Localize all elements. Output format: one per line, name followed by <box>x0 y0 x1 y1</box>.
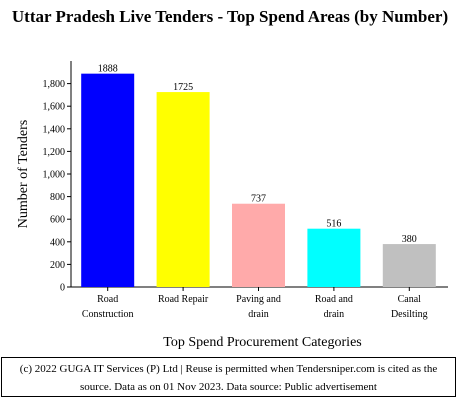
bar-value-label: 737 <box>251 194 266 205</box>
copyright-footer: (c) 2022 GUGA IT Services (P) Ltd | Reus… <box>1 357 456 397</box>
bar-value-label: 380 <box>402 234 417 245</box>
y-tick-label: 600 <box>50 215 65 226</box>
bar-chart: 0 200 400 600 800 1,000 1,200 1,400 1,600 1,800 Nu… <box>16 61 448 350</box>
y-tick-label: 1,000 <box>43 170 66 181</box>
bar <box>81 73 135 287</box>
x-tick-label: drain <box>248 309 269 320</box>
x-tick-label: Paving and <box>236 294 281 305</box>
y-axis-label: Number of Tenders <box>16 120 31 228</box>
bar <box>307 228 361 287</box>
bar <box>232 203 285 287</box>
x-tick-label: Canal <box>398 294 422 305</box>
bar-value-label: 516 <box>326 219 341 230</box>
x-tick-label: Road and <box>315 294 353 305</box>
y-tick-label: 1,800 <box>43 79 66 90</box>
y-tick-label: 400 <box>50 237 65 248</box>
x-tick-label: Construction <box>82 309 134 320</box>
chart-title: Uttar Pradesh Live Tenders - Top Spend A… <box>11 7 449 26</box>
y-tick-label: 1,600 <box>43 102 66 113</box>
footer-line-1: (c) 2022 GUGA IT Services (P) Ltd | Reus… <box>19 363 438 375</box>
bar-value-label: 1725 <box>173 82 193 93</box>
chart-labels: 0 200 400 600 800 1,000 1,200 1,400 1,600 1,800 Nu… <box>16 64 428 350</box>
y-tick-label: 800 <box>50 192 65 203</box>
x-tick-label: Road <box>97 294 118 305</box>
footer-line-2: source. Data as on 01 Nov 2023. Data sou… <box>80 381 377 393</box>
x-tick-label: drain <box>324 309 345 320</box>
x-axis-label: Top Spend Procurement Categories <box>163 335 361 350</box>
bar <box>156 92 210 287</box>
x-tick-label: Desilting <box>391 309 428 320</box>
y-tick-label: 1,400 <box>43 124 66 135</box>
bar-value-label: 1888 <box>98 64 118 75</box>
y-tick-label: 200 <box>50 260 65 271</box>
y-tick-label: 0 <box>60 283 65 294</box>
y-tick-label: 1,200 <box>43 147 66 158</box>
bar <box>382 244 436 287</box>
chart-bars <box>81 73 436 287</box>
x-tick-label: Road Repair <box>158 294 209 305</box>
